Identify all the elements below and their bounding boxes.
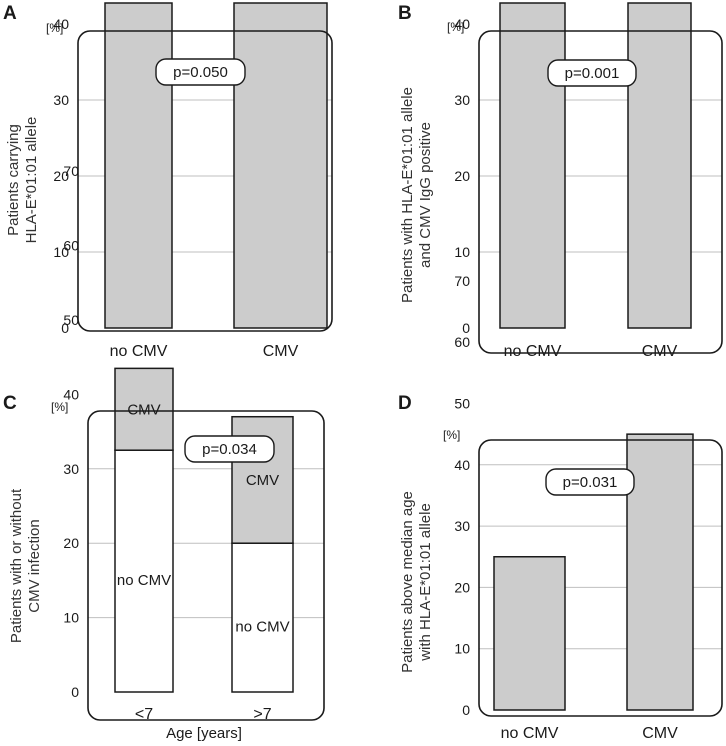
panel-a-bar-cmv — [233, 2, 328, 329]
panel-c: C [%] 0 10 20 30 40 50 60 70 <7 >7 CMV no CMV CMV no CM… — [3, 163, 325, 742]
panel-c-ylabel-line2: CMV infection — [26, 519, 43, 612]
panel-a-ylabel-line2: HLA-E*01:01 allele — [23, 117, 40, 244]
panel-c-tick-label: 20 — [63, 535, 79, 551]
panel-b-tick-label: 40 — [454, 16, 470, 32]
panel-c-letter: C — [3, 393, 17, 414]
panel-a-category-label: no CMV — [110, 343, 168, 360]
panel-b-tick-label: 10 — [454, 244, 470, 260]
panel-c-category-label: <7 — [135, 706, 153, 723]
panel-a-frame — [77, 30, 333, 332]
panel-d-tick-label: 20 — [454, 579, 470, 595]
panel-b-bar-cmv — [627, 2, 692, 329]
panel-b-pvalue-box — [547, 59, 637, 87]
panel-c-ylabel-line1: Patients with or without — [8, 488, 25, 643]
panel-a-category-label: CMV — [263, 343, 299, 360]
panel-d-tick-label: 30 — [454, 518, 470, 534]
panel-c-tick-label: 40 — [63, 386, 79, 402]
panel-c-segment-label: no CMV — [235, 619, 289, 636]
panel-c-xlabel: Age [years] — [166, 725, 242, 741]
panel-d-tick-label: 0 — [462, 702, 470, 718]
panel-d-ylabel-line1: Patients above median age — [399, 491, 416, 673]
panel-b-category-label: CMV — [642, 343, 678, 360]
panel-a-bar-no-cmv — [104, 2, 173, 329]
panel-a-unit-label: [%] — [46, 21, 63, 35]
panel-c-unit-label: [%] — [51, 400, 68, 414]
panel-b-tick-label: 30 — [454, 92, 470, 108]
panel-b-pvalue-label: p=0.001 — [565, 65, 620, 82]
panel-c-category-label: >7 — [253, 706, 271, 723]
panel-c-tick-label: 50 — [63, 312, 79, 328]
panel-d-frame — [478, 439, 723, 717]
panel-b-category-label: no CMV — [504, 343, 562, 360]
panel-c-bar-gt7-no-cmv — [231, 542, 294, 693]
panel-c-tick-label: 70 — [63, 163, 79, 179]
panel-d-tick-label: 70 — [454, 273, 470, 289]
panel-c-tick-label: 10 — [63, 610, 79, 626]
panel-d-ylabel-line2: with HLA-E*01:01 allele — [417, 503, 434, 662]
panel-b-bar-no-cmv — [499, 2, 566, 329]
panel-a-pvalue-box — [155, 58, 246, 86]
panel-d: D [%] 0 10 20 30 40 50 60 70 no CMV CMV p=0.031 Patie… — [398, 273, 723, 742]
panel-d-letter: D — [398, 393, 412, 414]
panel-a-pvalue-label: p=0.050 — [173, 64, 228, 81]
panel-c-tick-label: 30 — [63, 461, 79, 477]
panel-c-pvalue-label: p=0.034 — [202, 441, 257, 458]
panel-c-tick-label: 0 — [71, 684, 79, 700]
panel-c-pvalue-box — [184, 435, 275, 463]
panel-b-tick-label: 20 — [454, 168, 470, 184]
panel-a: A [%] 0 10 20 30 40 50 60 70 no CMV CMV p=0.050 Patie… — [3, 2, 333, 360]
panel-b-ylabel-line2: and CMV IgG positive — [417, 122, 434, 268]
panel-c-segment-label: CMV — [127, 401, 160, 418]
panel-d-pvalue-box — [545, 468, 635, 496]
panel-d-tick-label: 10 — [454, 641, 470, 657]
panel-c-frame — [87, 410, 325, 721]
panel-a-tick-label: 0 — [61, 320, 69, 336]
panel-a-tick-label: 10 — [53, 244, 69, 260]
panel-b-tick-label: 0 — [462, 320, 470, 336]
panel-b-ylabel-line1: Patients with HLA-E*01:01 allele — [399, 87, 416, 303]
panel-b-letter: B — [398, 3, 412, 24]
panel-b-frame — [478, 30, 723, 354]
panel-c-bar-lt7-no-cmv — [114, 449, 174, 693]
panel-a-letter: A — [3, 3, 17, 24]
panel-c-tick-label: 60 — [63, 238, 79, 254]
panel-d-tick-label: 50 — [454, 396, 470, 412]
panel-a-tick-label: 40 — [53, 16, 69, 32]
panel-d-pvalue-label: p=0.031 — [563, 474, 618, 491]
panel-d-tick-label: 60 — [454, 334, 470, 350]
panel-d-unit-label: [%] — [443, 428, 460, 442]
panel-a-ylabel-line1: Patients carrying — [5, 124, 22, 236]
panel-d-bar-no-cmv — [493, 556, 566, 711]
panel-a-tick-label: 30 — [53, 92, 69, 108]
panel-c-segment-label: CMV — [246, 472, 279, 489]
panel-d-tick-label: 40 — [454, 457, 470, 473]
panel-b-unit-label: [%] — [447, 20, 464, 34]
panel-d-bar-cmv — [626, 433, 694, 711]
panel-a-tick-label: 20 — [53, 168, 69, 184]
panel-d-category-label: CMV — [642, 725, 678, 741]
panel-c-segment-label: no CMV — [117, 572, 171, 589]
panel-d-category-label: no CMV — [501, 725, 559, 741]
panel-c-bar-lt7-cmv — [114, 367, 174, 451]
